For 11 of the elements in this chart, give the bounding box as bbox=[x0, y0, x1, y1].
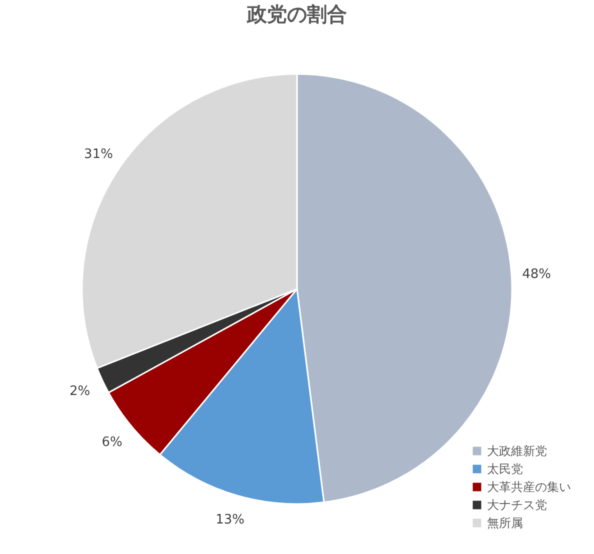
legend-label: 無所属 bbox=[487, 516, 523, 530]
data-label: 6% bbox=[102, 434, 122, 450]
data-label: 13% bbox=[216, 512, 244, 528]
chart-title: 政党の割合 bbox=[246, 2, 347, 26]
legend-label: 大政維新党 bbox=[487, 444, 547, 458]
legend-label: 太民党 bbox=[487, 462, 523, 476]
legend-label: 大革共産の集い bbox=[487, 480, 571, 494]
data-label: 31% bbox=[84, 147, 113, 162]
legend-label: 大ナチス党 bbox=[487, 498, 547, 512]
data-label: 2% bbox=[70, 384, 90, 400]
data-label: 48% bbox=[522, 266, 551, 282]
